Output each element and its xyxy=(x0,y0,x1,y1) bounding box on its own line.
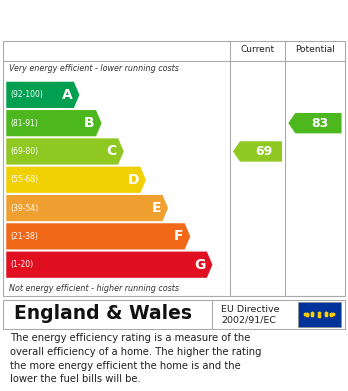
Text: D: D xyxy=(127,173,139,187)
Text: 69: 69 xyxy=(255,145,272,158)
Text: C: C xyxy=(106,144,117,158)
Text: B: B xyxy=(84,116,95,130)
Polygon shape xyxy=(6,167,146,193)
Text: Very energy efficient - lower running costs: Very energy efficient - lower running co… xyxy=(9,64,179,73)
Text: (1-20): (1-20) xyxy=(10,260,33,269)
Text: E: E xyxy=(152,201,161,215)
Text: (39-54): (39-54) xyxy=(10,204,39,213)
Text: (21-38): (21-38) xyxy=(10,232,38,241)
Polygon shape xyxy=(6,195,168,221)
Text: (81-91): (81-91) xyxy=(10,118,38,127)
Text: F: F xyxy=(174,230,183,243)
Text: Current: Current xyxy=(240,45,275,54)
Text: G: G xyxy=(194,258,205,272)
Polygon shape xyxy=(6,110,102,136)
Polygon shape xyxy=(6,138,124,165)
Text: Energy Efficiency Rating: Energy Efficiency Rating xyxy=(10,13,232,27)
Text: (69-80): (69-80) xyxy=(10,147,39,156)
Text: 83: 83 xyxy=(312,117,329,130)
Polygon shape xyxy=(6,251,212,278)
Polygon shape xyxy=(288,113,342,133)
Text: The energy efficiency rating is a measure of the
overall efficiency of a home. T: The energy efficiency rating is a measur… xyxy=(10,334,262,384)
Text: 2002/91/EC: 2002/91/EC xyxy=(221,316,276,325)
Polygon shape xyxy=(6,82,79,108)
Text: (55-68): (55-68) xyxy=(10,175,39,184)
Bar xyxy=(298,301,341,327)
Text: (92-100): (92-100) xyxy=(10,90,43,99)
Text: A: A xyxy=(62,88,72,102)
Polygon shape xyxy=(6,223,190,249)
Text: Potential: Potential xyxy=(295,45,335,54)
Polygon shape xyxy=(233,141,282,161)
Text: Not energy efficient - higher running costs: Not energy efficient - higher running co… xyxy=(9,284,179,293)
Text: England & Wales: England & Wales xyxy=(14,304,192,323)
Text: EU Directive: EU Directive xyxy=(221,305,279,314)
